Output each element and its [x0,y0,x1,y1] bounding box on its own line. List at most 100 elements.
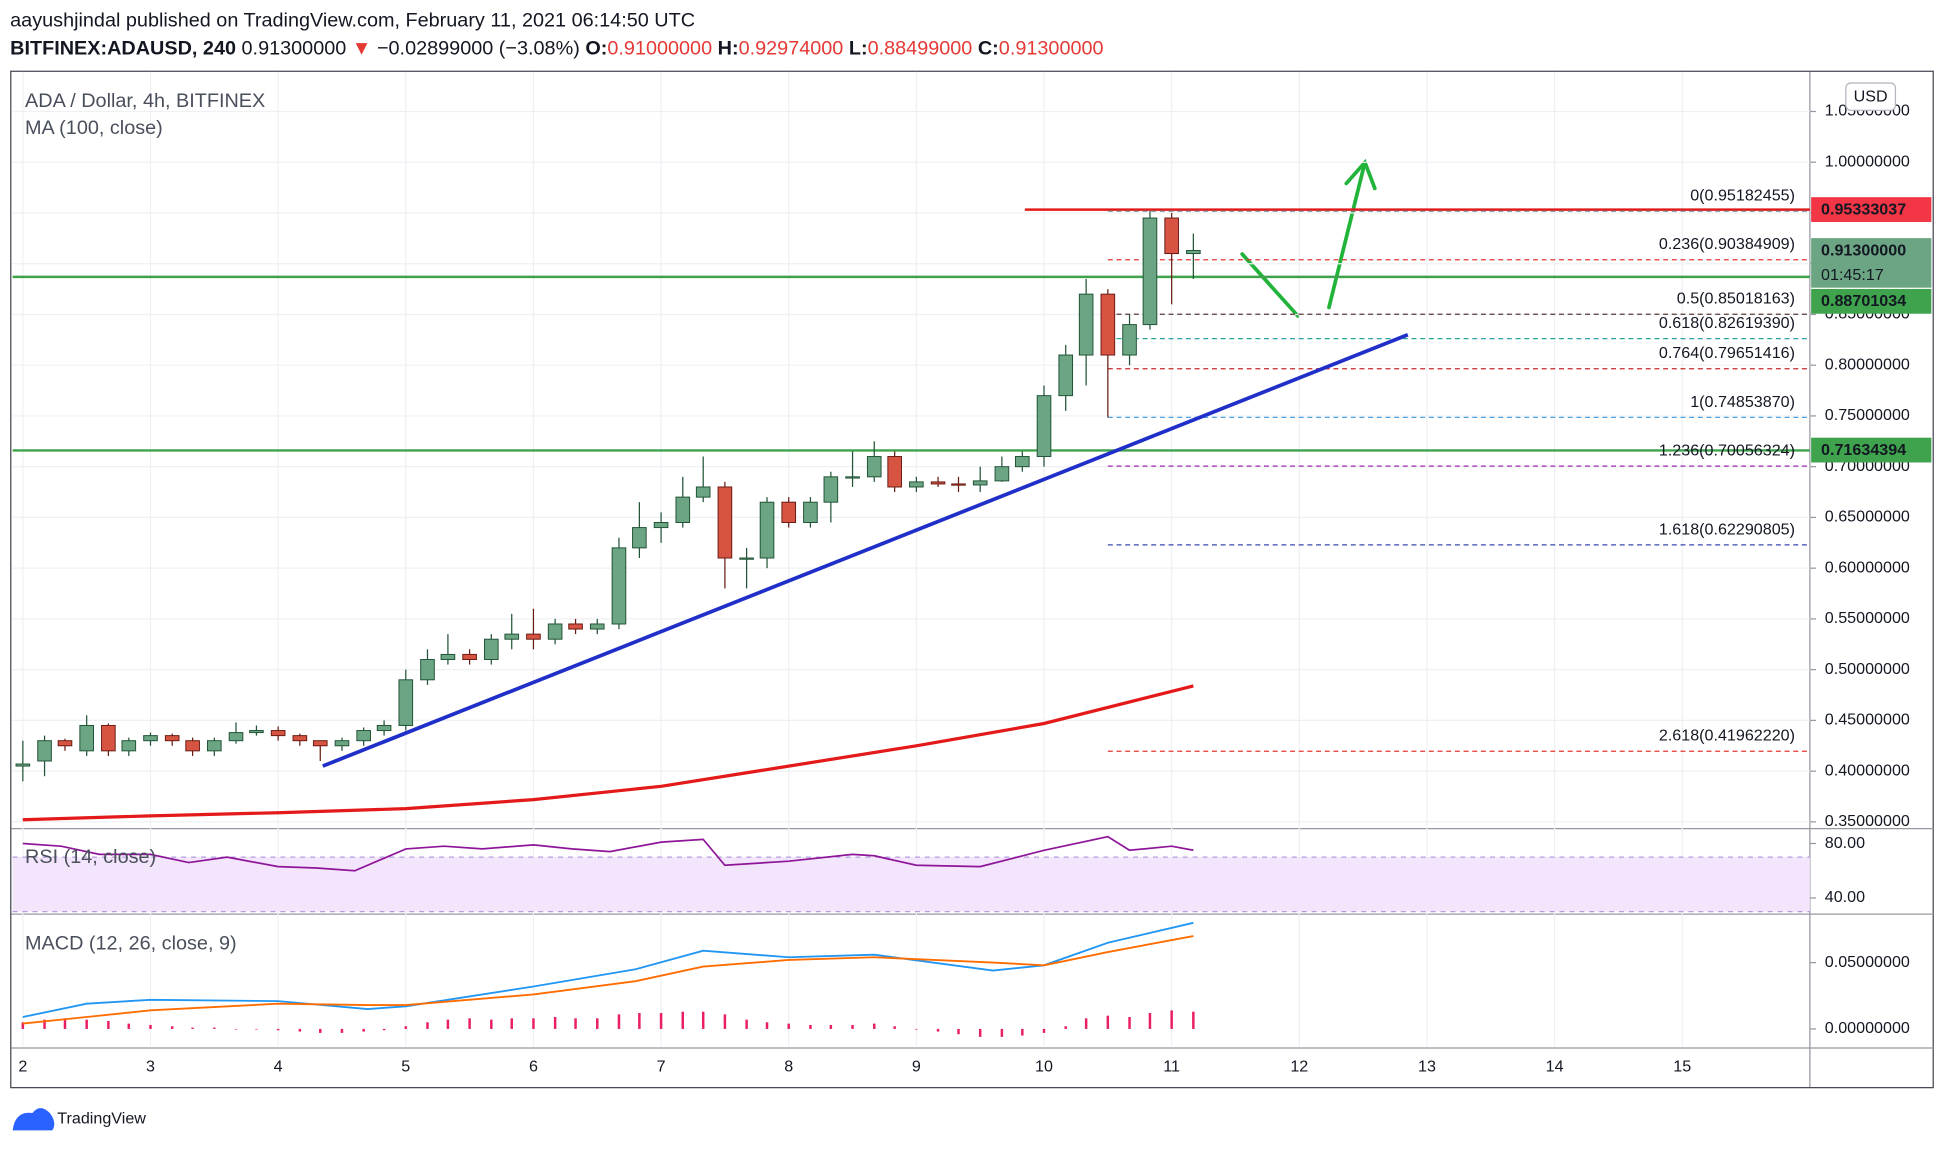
y-tick-label: 0.75000000 [1825,406,1910,424]
ohlc-key: H: [718,38,739,60]
x-tick-label: 15 [1673,1057,1691,1075]
candle-body [568,623,583,630]
macd-histogram-bar [382,1028,386,1031]
macd-histogram-bar [85,1019,88,1029]
candle-body [79,724,94,752]
arrow-down-leg [1240,252,1300,318]
x-tick-label: 2 [18,1057,27,1075]
fib-label: 1.618(0.62290805) [1659,520,1795,538]
brand-name: TradingView [57,1110,146,1128]
candle-body [611,547,627,625]
plot: 0.35000000 0.40000000 0.45000000 0.50000000… [12,71,1910,1075]
y-tick-label: 80.00 [1825,834,1865,852]
x-tick-label: 13 [1418,1057,1436,1075]
chart-title: ADA / Dollar, 4h, BITFINEX [25,90,265,112]
trendline [322,333,1409,768]
candle-body [887,456,902,488]
macd-histogram-bar [787,1023,790,1029]
macd-histogram-bar [404,1026,408,1029]
candle-body [930,481,946,485]
macd-histogram-bar [978,1028,982,1037]
y-tick-label: 0.80000000 [1825,355,1910,373]
macd-histogram-bar [1084,1018,1088,1029]
symbol: BITFINEX:ADAUSD, 240 [10,38,236,60]
candle-body [37,740,52,762]
fib-label: 0.764(0.79651416) [1659,344,1795,362]
fib-label: 2.618(0.41962220) [1659,727,1795,745]
macd-histogram-bar [957,1028,960,1035]
currency-button[interactable] [1845,82,1897,111]
candle-body [675,496,691,523]
macd-histogram-bar [1192,1011,1195,1029]
candle-body [1142,217,1158,326]
ohlc-key: O: [585,38,607,60]
macd-histogram-bar [659,1013,663,1029]
fib-label: 0.618(0.82619390) [1659,314,1795,332]
x-tick-label: 6 [529,1057,538,1075]
macd-histogram-bar [1000,1028,1004,1037]
candle-body [1122,324,1137,356]
macd-histogram-bar [1128,1016,1131,1029]
price-badge [1811,437,1932,463]
fib-label: 0(0.95182455) [1690,186,1795,204]
macd-histogram-bar [426,1022,429,1029]
candle-body [270,730,286,737]
x-tick-label: 14 [1546,1057,1564,1075]
candle-body [440,653,456,661]
macd-histogram-bar [701,1011,705,1029]
macd-histogram-bar [829,1024,833,1029]
x-tick-label: 9 [912,1057,921,1075]
price-badge-label: 0.95333037 [1821,200,1906,218]
arrow-up-leg [1327,165,1366,310]
candle-body [803,501,818,523]
x-tick-label: 12 [1290,1057,1308,1075]
y-tick-label: 0.00000000 [1825,1019,1910,1037]
macd-histogram-bar [915,1028,918,1030]
macd-histogram-bar [468,1018,471,1029]
ohlc-value: 0.88499000 [868,38,973,60]
macd-histogram-bar [638,1013,641,1029]
candle-body [334,740,350,747]
price-badge-label: 0.88701034 [1821,292,1906,310]
macd-histogram-bar [809,1024,812,1029]
price-badge [1811,288,1932,314]
macd-histogram-bar [63,1018,67,1029]
macd-histogram-bar [1170,1010,1173,1029]
candle-body [589,623,605,630]
macd-histogram-bar [276,1028,280,1031]
y-tick-label: 0.55000000 [1825,609,1910,627]
macd-histogram-bar [574,1018,577,1029]
candle-body [781,501,797,523]
candle-body [739,557,754,560]
candle-body [1100,293,1116,356]
published-line: aayushjindal published on TradingView.co… [10,9,695,31]
x-tick-label: 7 [657,1057,666,1075]
change: −0.02899000 (−3.08%) [377,38,580,60]
change-arrow: ▼ [352,38,372,60]
rsi-legend: RSI (14, close) [25,846,156,868]
macd-histogram-bar [234,1028,238,1030]
macd-line [22,921,1194,1018]
candle-body [1078,293,1094,356]
y-tick-label: 0.45000000 [1825,711,1910,729]
x-tick-label: 10 [1035,1057,1053,1075]
macd-legend: MACD (12, 26, close, 9) [25,933,237,955]
fib-label: 0.236(0.90384909) [1659,235,1795,253]
macd-histogram-bar [873,1023,876,1029]
macd-histogram-bar [851,1024,854,1029]
y-tick-label: 0.05000000 [1825,953,1910,971]
price-badge [1811,197,1932,222]
candle-body [462,653,477,661]
macd-histogram-bar [1148,1013,1152,1029]
candle-body [695,486,711,498]
x-tick-label: 3 [146,1057,155,1075]
candle-body [526,633,541,640]
macd-histogram-bar [532,1018,535,1029]
x-tick-label: 5 [401,1057,410,1075]
last-price: 0.91300000 [242,38,347,60]
symbol-line: BITFINEX:ADAUSD, 240 0.91300000 ▼ −0.028… [10,38,1103,60]
candle-body [717,486,733,559]
fib-label: 0.5(0.85018163) [1677,290,1795,308]
fib-label: 1(0.74853870) [1690,393,1795,411]
